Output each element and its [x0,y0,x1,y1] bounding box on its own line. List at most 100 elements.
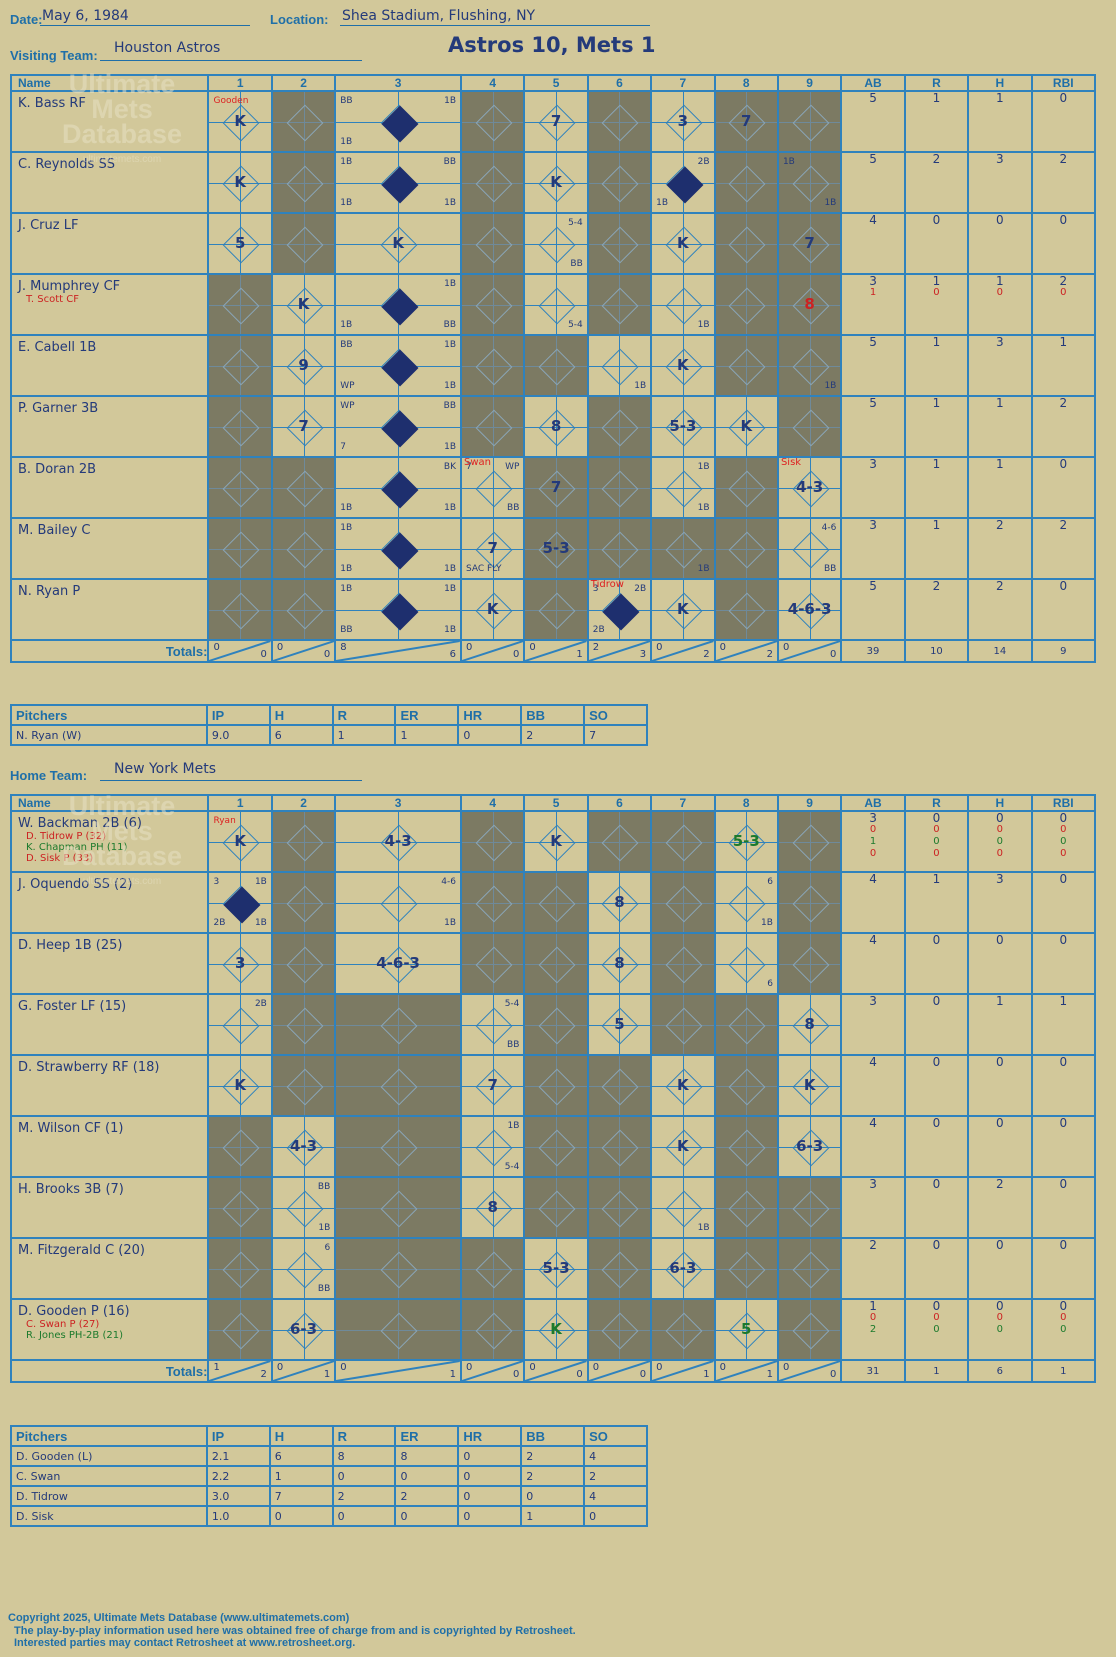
at-bat-cell[interactable] [459,151,526,214]
at-bat-cell[interactable] [586,517,653,580]
at-bat-cell[interactable]: 4-3 [270,1115,337,1178]
at-bat-cell[interactable]: K Gooden [207,90,273,153]
at-bat-cell[interactable] [523,1176,589,1239]
at-bat-cell[interactable] [650,932,716,995]
at-bat-cell[interactable] [713,273,779,336]
at-bat-cell[interactable]: 7 [713,90,779,153]
at-bat-cell[interactable]: BB 1B WP 1B [334,334,462,397]
at-bat-cell[interactable]: 6 BB [270,1237,337,1300]
at-bat-cell[interactable] [776,932,843,995]
at-bat-cell[interactable] [207,395,273,458]
at-bat-cell[interactable] [459,1298,526,1361]
at-bat-cell[interactable]: 6-3 [270,1298,337,1361]
at-bat-cell[interactable]: 8 [523,395,589,458]
at-bat-cell[interactable] [270,871,337,934]
at-bat-cell[interactable]: 7 SAC FLY [459,517,526,580]
at-bat-cell[interactable]: K [270,273,337,336]
at-bat-cell[interactable]: 3 2B 2B Tidrow [586,578,653,641]
at-bat-cell[interactable] [270,578,337,641]
at-bat-cell[interactable] [523,1115,589,1178]
at-bat-cell[interactable]: K [334,212,462,275]
at-bat-cell[interactable]: BK 1B 1B [334,456,462,519]
at-bat-cell[interactable] [586,212,653,275]
at-bat-cell[interactable] [586,395,653,458]
at-bat-cell[interactable] [270,1054,337,1117]
at-bat-cell[interactable]: 8 [776,993,843,1056]
at-bat-cell[interactable] [650,1298,716,1361]
at-bat-cell[interactable]: 6-3 [776,1115,843,1178]
at-bat-cell[interactable]: 1B 1B [776,151,843,214]
at-bat-cell[interactable] [207,273,273,336]
at-bat-cell[interactable] [270,932,337,995]
at-bat-cell[interactable] [270,212,337,275]
at-bat-cell[interactable] [713,1237,779,1300]
at-bat-cell[interactable] [713,1115,779,1178]
at-bat-cell[interactable]: K [523,1298,589,1361]
at-bat-cell[interactable]: K [650,212,716,275]
at-bat-cell[interactable] [586,1115,653,1178]
at-bat-cell[interactable]: 5-4 [523,273,589,336]
at-bat-cell[interactable] [523,1054,589,1117]
at-bat-cell[interactable]: 3 [207,932,273,995]
at-bat-cell[interactable]: 7 [523,90,589,153]
at-bat-cell[interactable]: 7 WP BB Swan [459,456,526,519]
at-bat-cell[interactable] [459,212,526,275]
at-bat-cell[interactable]: 8 [586,932,653,995]
at-bat-cell[interactable] [713,212,779,275]
at-bat-cell[interactable] [586,456,653,519]
at-bat-cell[interactable] [207,1176,273,1239]
at-bat-cell[interactable] [586,810,653,873]
at-bat-cell[interactable]: 5-4 BB [523,212,589,275]
at-bat-cell[interactable]: 4-6 1B [334,871,462,934]
at-bat-cell[interactable]: 1B 1B [650,456,716,519]
at-bat-cell[interactable]: 7 [270,395,337,458]
at-bat-cell[interactable] [586,90,653,153]
at-bat-cell[interactable] [459,273,526,336]
at-bat-cell[interactable] [270,517,337,580]
at-bat-cell[interactable]: K [650,578,716,641]
at-bat-cell[interactable] [713,1176,779,1239]
at-bat-cell[interactable] [459,871,526,934]
at-bat-cell[interactable] [650,871,716,934]
at-bat-cell[interactable]: 4-3 Sisk [776,456,843,519]
at-bat-cell[interactable]: 5-3 [523,517,589,580]
at-bat-cell[interactable]: 1B [650,1176,716,1239]
at-bat-cell[interactable]: K [650,1054,716,1117]
at-bat-cell[interactable]: 8 [776,273,843,336]
at-bat-cell[interactable] [713,993,779,1056]
at-bat-cell[interactable] [270,810,337,873]
at-bat-cell[interactable] [334,1237,462,1300]
at-bat-cell[interactable] [586,1176,653,1239]
at-bat-cell[interactable] [776,1176,843,1239]
at-bat-cell[interactable]: K [207,1054,273,1117]
at-bat-cell[interactable]: 5 [586,993,653,1056]
at-bat-cell[interactable]: 7 [776,212,843,275]
at-bat-cell[interactable] [586,1237,653,1300]
at-bat-cell[interactable] [586,1298,653,1361]
at-bat-cell[interactable] [713,334,779,397]
at-bat-cell[interactable]: WP BB 7 1B [334,395,462,458]
at-bat-cell[interactable]: K Ryan [207,810,273,873]
at-bat-cell[interactable] [270,90,337,153]
at-bat-cell[interactable] [776,871,843,934]
at-bat-cell[interactable]: 4-6-3 [776,578,843,641]
at-bat-cell[interactable]: K [207,151,273,214]
at-bat-cell[interactable] [776,1298,843,1361]
at-bat-cell[interactable]: 5-3 [523,1237,589,1300]
at-bat-cell[interactable] [207,334,273,397]
at-bat-cell[interactable]: 8 [586,871,653,934]
at-bat-cell[interactable]: K [650,1115,716,1178]
at-bat-cell[interactable] [207,517,273,580]
at-bat-cell[interactable] [523,932,589,995]
at-bat-cell[interactable]: K [713,395,779,458]
at-bat-cell[interactable]: 7 [459,1054,526,1117]
at-bat-cell[interactable] [459,810,526,873]
at-bat-cell[interactable]: 1B [776,334,843,397]
at-bat-cell[interactable]: 4-3 [334,810,462,873]
at-bat-cell[interactable]: K [650,334,716,397]
at-bat-cell[interactable]: 6-3 [650,1237,716,1300]
at-bat-cell[interactable] [334,1298,462,1361]
at-bat-cell[interactable] [713,517,779,580]
at-bat-cell[interactable]: 1B [650,517,716,580]
at-bat-cell[interactable] [270,993,337,1056]
